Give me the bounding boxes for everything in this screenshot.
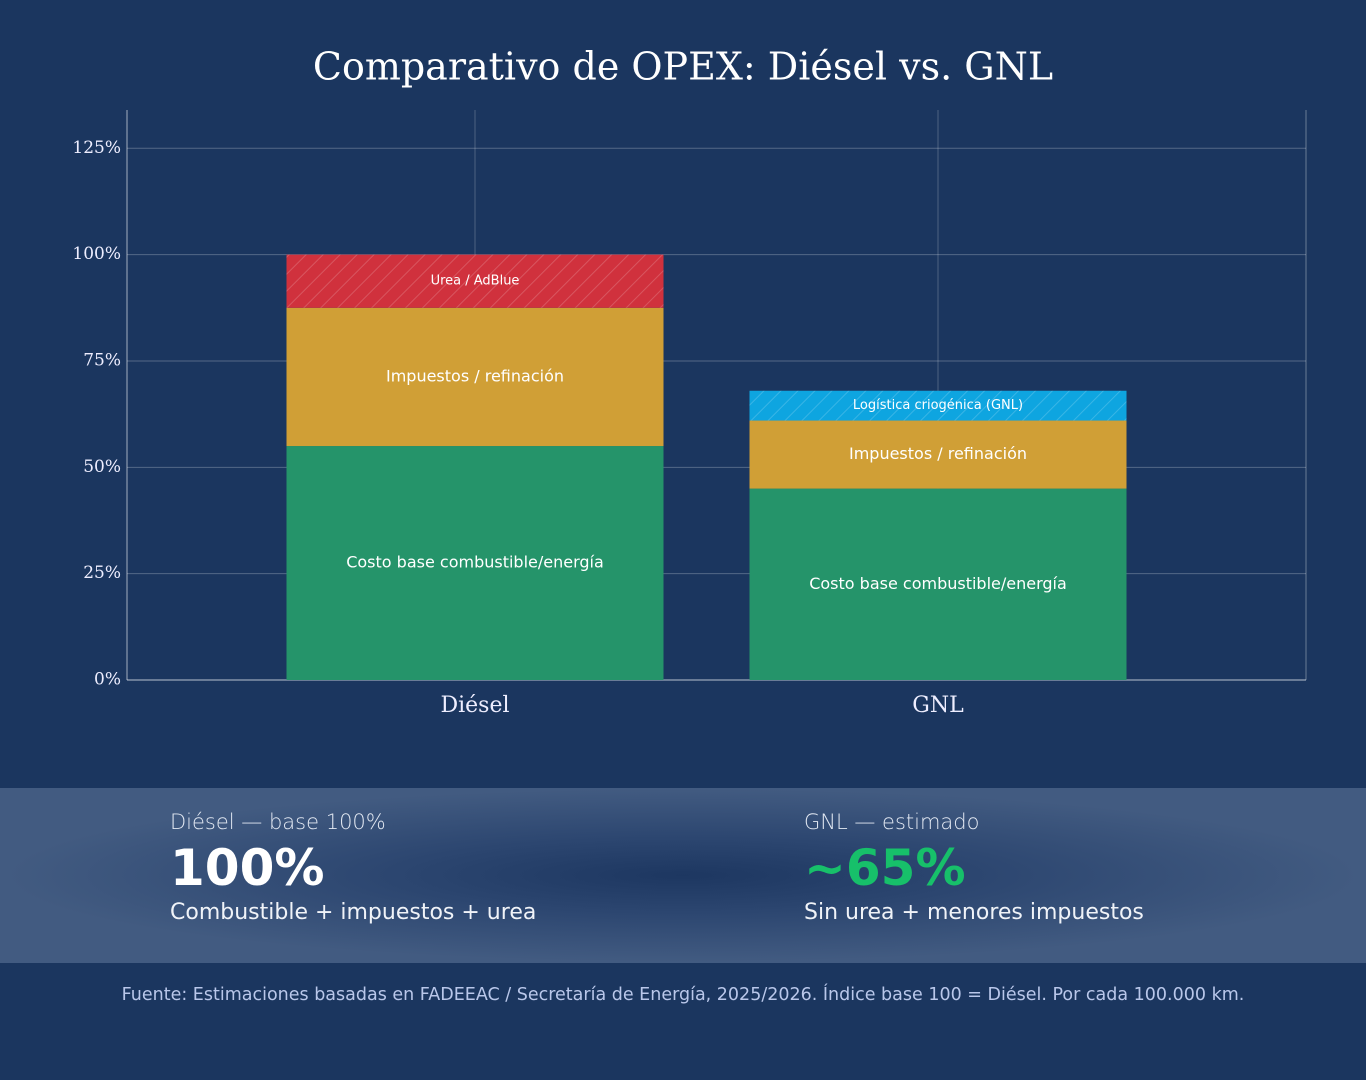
bar-segment	[286, 446, 664, 680]
summary-note: Sin urea + menores impuestos	[804, 900, 1144, 925]
summary-panel: Diésel — base 100% 100% Combustible + im…	[0, 788, 1366, 963]
footer: Fuente: Estimaciones basadas en FADEEAC …	[121, 985, 1245, 1005]
summary-value: ~65%	[804, 839, 966, 897]
y-tick-label: 75%	[83, 350, 121, 370]
x-tick-label: GNL	[912, 693, 964, 718]
summary-card: Diésel — base 100% 100% Combustible + im…	[170, 810, 536, 925]
y-tick-label: 100%	[72, 244, 121, 264]
bar-hatch	[749, 390, 1127, 421]
summary-card: GNL — estimado ~65% Sin urea + menores i…	[804, 810, 1144, 925]
segment-label: Costo base combustible/energía	[809, 574, 1067, 593]
segment-label: Impuestos / refinación	[386, 366, 564, 385]
bar-segment	[749, 420, 1127, 489]
summary-value: 100%	[170, 839, 325, 897]
bar-hatch	[286, 254, 664, 308]
y-tick-label: 25%	[83, 563, 121, 583]
y-tick-label: 50%	[83, 457, 121, 477]
chart-title: Comparativo de OPEX: Diésel vs. GNL	[313, 45, 1053, 89]
bar-segment	[749, 488, 1127, 680]
y-tick-label: 125%	[72, 138, 121, 158]
segment-label: Logística criogénica (GNL)	[853, 398, 1023, 413]
segment-label: Urea / AdBlue	[431, 274, 520, 289]
summary-label: GNL — estimado	[804, 810, 980, 834]
bar-segment	[286, 307, 664, 447]
summary-note: Combustible + impuestos + urea	[170, 900, 537, 925]
summary-label: Diésel — base 100%	[170, 810, 386, 834]
segment-label: Impuestos / refinación	[849, 444, 1027, 463]
segment-label: Costo base combustible/energía	[346, 553, 604, 572]
chart: Comparativo de OPEX: Diésel vs. GNL 0% 25…	[72, 45, 1307, 718]
y-tick-label: 0%	[94, 670, 121, 690]
x-tick-label: Diésel	[440, 693, 509, 718]
